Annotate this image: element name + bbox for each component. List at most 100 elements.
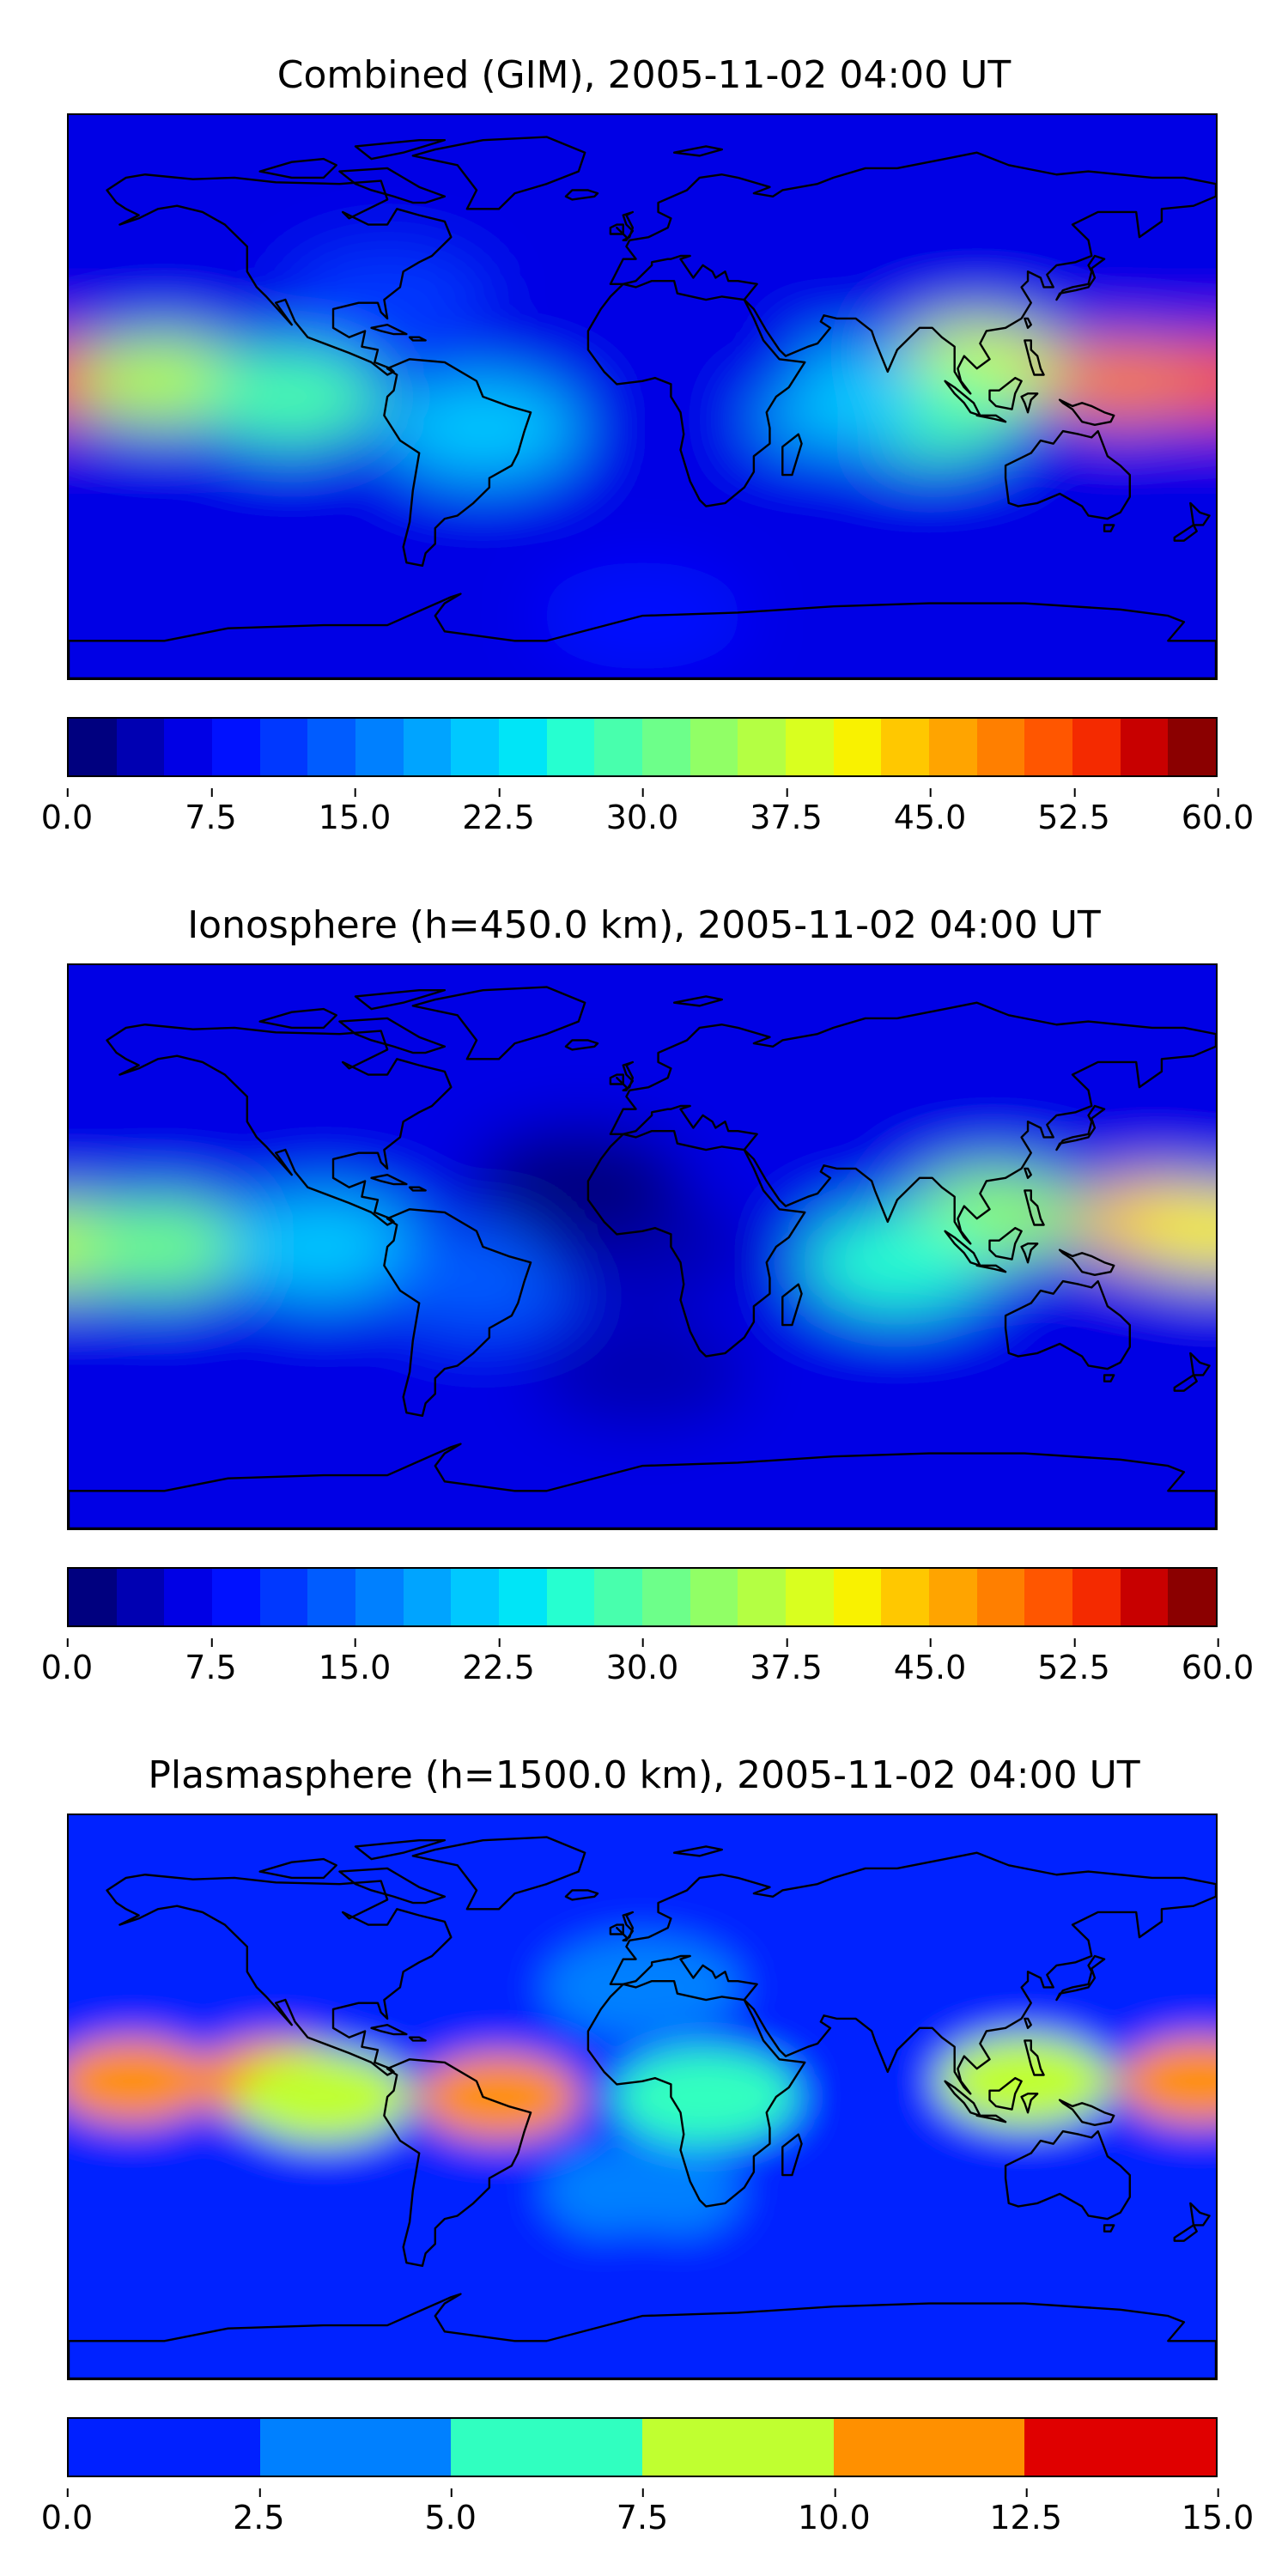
coastline [623, 1062, 633, 1091]
coastline [674, 996, 722, 1005]
colorbar-segment [833, 719, 882, 775]
colorbar-segment [833, 2419, 1025, 2476]
colorbar-segment [786, 719, 834, 775]
colorbar-segment [976, 719, 1025, 775]
coastline [355, 1840, 445, 1859]
coastline [260, 1859, 337, 1878]
coastline [410, 337, 426, 341]
colorbar-segment [69, 2419, 260, 2476]
tec-blob [538, 2230, 747, 2340]
colorbar-segment [451, 1569, 500, 1625]
colorbar-tick-label: 30.0 [605, 788, 679, 836]
colorbar-tick-label: 15.0 [318, 788, 392, 836]
colorbar-segment [355, 719, 404, 775]
colorbar-segment [1168, 1569, 1216, 1625]
colorbar-segment [1120, 719, 1169, 775]
tec-blob [69, 2038, 213, 2124]
colorbar-tick-label: 22.5 [462, 788, 535, 836]
colorbar-segment [164, 719, 213, 775]
tec-blob [538, 1823, 747, 1933]
tec-blob [536, 1316, 749, 1427]
colorbar-segment [546, 1569, 595, 1625]
coastline [623, 1912, 633, 1941]
colorbar-segment [1024, 1569, 1073, 1625]
colorbar-segment [69, 719, 117, 775]
coastline [107, 1024, 452, 1224]
colorbar-segment [1072, 719, 1121, 775]
coastline [1022, 1243, 1038, 1262]
coastline [339, 1018, 444, 1053]
colorbar-tick-label: 7.5 [185, 788, 237, 836]
coastline [1056, 1106, 1104, 1150]
tec-blob [416, 2053, 581, 2141]
coastline [611, 225, 623, 234]
colorbar-segment [881, 1569, 930, 1625]
tec-blob [537, 973, 748, 1083]
tec-blob [1133, 1187, 1216, 1275]
colorbar-segment [116, 1569, 165, 1625]
coastline [945, 1231, 981, 1266]
map-ionosphere [67, 963, 1218, 1530]
coastline [977, 416, 1005, 422]
tec-blob [387, 378, 579, 478]
coastline [990, 378, 1022, 409]
coastline [1024, 340, 1043, 374]
coastline [945, 2081, 981, 2116]
panel-title-combined: Combined (GIM), 2005-11-02 04:00 UT [276, 53, 1012, 97]
coastline [1005, 431, 1130, 519]
coastline [1104, 525, 1114, 531]
colorbar-combined [67, 717, 1218, 777]
coastline [1190, 1353, 1209, 1376]
colorbar-segment [69, 1569, 117, 1625]
colorbar-tick-label: 12.5 [989, 2488, 1062, 2537]
coastline [990, 1228, 1022, 1259]
colorbar-segment [259, 719, 308, 775]
colorbar-tick-label: 7.5 [616, 2488, 669, 2537]
coastline [1022, 393, 1038, 412]
colorbar-segment [212, 1569, 260, 1625]
tec-blob [614, 2048, 799, 2146]
coastline [410, 2038, 426, 2041]
coastline [260, 1009, 337, 1028]
coastline [611, 153, 1216, 394]
coastline [355, 990, 445, 1009]
coastline [1190, 503, 1209, 526]
coastline [1005, 1281, 1130, 1369]
coastline [1175, 2225, 1197, 2240]
coastline [413, 137, 585, 210]
coastline [617, 228, 626, 237]
coastline [1005, 2131, 1130, 2219]
colorbar-segment [833, 1569, 882, 1625]
coastline [1060, 400, 1114, 425]
coastline [339, 1868, 444, 1903]
coastline [384, 359, 531, 566]
coastline [1104, 1375, 1114, 1381]
coastline [1056, 1956, 1104, 2000]
colorbar-segment [976, 1569, 1025, 1625]
coastline [674, 1846, 722, 1856]
coastline [990, 2078, 1022, 2109]
colorbar-ticks-combined: 0.0 7.5 15.0 22.5 30.0 37.5 45.0 52.5 60.0 [41, 788, 1254, 841]
coastline [617, 1928, 626, 1937]
coastlines [69, 987, 1216, 1528]
coastline [1022, 2093, 1038, 2112]
coastline [339, 168, 444, 203]
colorbar-tick-label: 10.0 [798, 2488, 871, 2537]
coastline [69, 594, 1216, 678]
colorbar-segment [929, 1569, 977, 1625]
coastline [566, 1890, 598, 1899]
tec-field [69, 1815, 1216, 2379]
coastline [413, 1838, 585, 1910]
colorbar-segment [451, 2419, 643, 2476]
colorbar-tick-label: 0.0 [40, 2488, 94, 2537]
colorbar-segment [1072, 1569, 1121, 1625]
tec-blob [544, 1935, 741, 2039]
colorbar-segment [1024, 719, 1073, 775]
colorbar-segment [1120, 1569, 1169, 1625]
coastline [107, 1874, 452, 2075]
tec-blob [805, 1213, 990, 1311]
colorbar-tick-label: 15.0 [318, 1638, 392, 1686]
colorbar-segment [594, 1569, 643, 1625]
coastline [782, 1285, 801, 1325]
coastline [107, 174, 452, 374]
